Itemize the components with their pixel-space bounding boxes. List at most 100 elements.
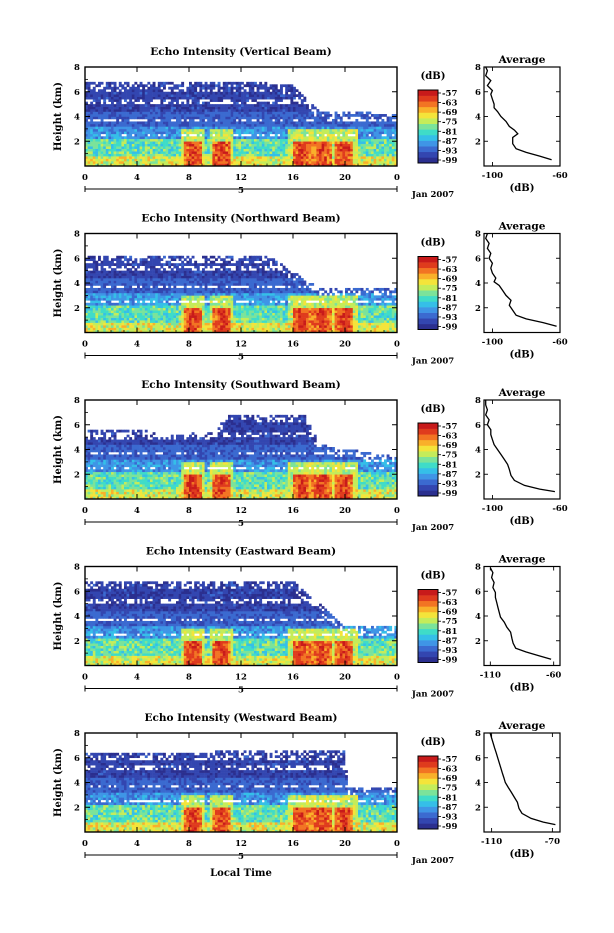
profile-y-tick-label: 4	[475, 779, 481, 789]
colorbar-tick-label: -81	[442, 127, 457, 137]
x-tick-label: 4	[134, 173, 140, 183]
date-label: Jan 2007	[411, 523, 454, 533]
profile-x-tick-label: -60	[552, 171, 567, 181]
colorbar-swatch	[418, 812, 438, 818]
x-tick-label: 16	[287, 506, 299, 516]
colorbar-swatch	[418, 135, 438, 141]
profile-title: Average	[498, 54, 546, 66]
colorbar-swatch	[418, 152, 438, 158]
x-tick-label: 8	[186, 839, 192, 849]
colorbar-tick-label: -81	[442, 627, 457, 637]
x-tick-label: 0	[394, 839, 400, 849]
x-tick-label: 12	[235, 673, 247, 683]
x-tick-label: 12	[235, 173, 247, 183]
colorbar-swatch	[418, 429, 438, 435]
x-tick-label: 8	[186, 173, 192, 183]
y-tick-label: 8	[74, 729, 80, 739]
colorbar-swatch	[418, 807, 438, 813]
profile-y-tick-label: 2	[475, 470, 481, 480]
profile-y-tick-label: 6	[475, 587, 481, 597]
colorbar-swatch	[418, 629, 438, 635]
profile-x-tick-label: -70	[545, 837, 560, 847]
y-tick-label: 2	[74, 803, 80, 813]
colorbar-swatch	[418, 296, 438, 302]
x-tick-label: 0	[394, 173, 400, 183]
colorbar-tick-label: -81	[442, 460, 457, 470]
profile-x-tick-label: -60	[552, 504, 567, 514]
colorbar-tick-label: -63	[442, 99, 457, 109]
y-axis-label: Height (km)	[53, 415, 64, 484]
colorbar-tick-label: -87	[442, 636, 457, 646]
y-tick-label: 6	[74, 254, 80, 264]
colorbar-tick-label: -69	[442, 275, 457, 285]
colorbar-swatch	[418, 107, 438, 113]
colorbar-tick-label: -87	[442, 803, 457, 813]
x-tick-label: 16	[287, 340, 299, 350]
heatmap-cells	[85, 256, 397, 333]
colorbar-swatch	[418, 795, 438, 801]
profile-title: Average	[498, 720, 546, 732]
profile-title: Average	[498, 554, 546, 566]
colorbar-swatch	[418, 767, 438, 773]
date-label: Jan 2007	[411, 190, 454, 200]
profile-y-tick-label: 2	[475, 304, 481, 314]
colorbar-swatch	[418, 606, 438, 612]
y-tick-label: 8	[74, 63, 80, 73]
y-tick-label: 2	[74, 137, 80, 147]
profile-line	[486, 234, 557, 327]
x-tick-label: 0	[394, 673, 400, 683]
colorbar-swatch	[418, 129, 438, 135]
profile-line	[490, 568, 551, 660]
colorbar-swatch	[418, 434, 438, 440]
colorbar-swatch	[418, 462, 438, 468]
colorbar-tick-label: -63	[442, 598, 457, 608]
colorbar-swatch	[418, 279, 438, 285]
colorbar-swatch	[418, 474, 438, 480]
colorbar-swatch	[418, 324, 438, 330]
x-tick-label: 12	[235, 839, 247, 849]
y-axis-label: Height (km)	[53, 249, 64, 318]
profile-y-tick-label: 4	[475, 113, 481, 123]
colorbar-swatch	[418, 290, 438, 296]
profile-y-tick-label: 6	[475, 421, 481, 431]
colorbar-tick-label: -87	[442, 303, 457, 313]
colorbar-swatch	[418, 112, 438, 118]
colorbar	[418, 257, 438, 330]
day-label: 5	[238, 519, 244, 529]
colorbar-swatch	[418, 778, 438, 784]
profile-y-tick-label: 6	[475, 754, 481, 764]
profile-x-label: (dB)	[510, 516, 535, 527]
colorbar-tick-label: -57	[442, 589, 457, 599]
date-label: Jan 2007	[411, 856, 454, 866]
y-tick-label: 6	[74, 587, 80, 597]
profile-y-tick-label: 8	[475, 230, 481, 240]
colorbar-swatch	[418, 101, 438, 107]
profile-title: Average	[498, 221, 546, 233]
colorbar-swatch	[418, 773, 438, 779]
profile-line	[490, 733, 555, 825]
colorbar-swatch	[418, 784, 438, 790]
profile-line	[486, 67, 552, 160]
profile-y-tick-label: 4	[475, 612, 481, 622]
heatmap-cells	[85, 581, 397, 665]
x-tick-label: 4	[134, 506, 140, 516]
y-tick-label: 4	[74, 612, 80, 622]
colorbar-swatch	[418, 318, 438, 324]
colorbar-tick-label: -87	[442, 470, 457, 480]
colorbar-swatch	[418, 801, 438, 807]
colorbar-swatch	[418, 440, 438, 446]
profile-y-tick-label: 8	[475, 396, 481, 406]
colorbar	[418, 423, 438, 496]
x-tick-label: 0	[82, 839, 88, 849]
colorbar-swatch	[418, 457, 438, 463]
y-tick-label: 4	[74, 779, 80, 789]
x-tick-label: 16	[287, 839, 299, 849]
profile-y-tick-label: 4	[475, 446, 481, 456]
profile-y-tick-label: 8	[475, 63, 481, 73]
heatmap-cells	[85, 750, 397, 832]
x-tick-label: 4	[134, 340, 140, 350]
colorbar-tick-label: -93	[442, 479, 457, 489]
date-label: Jan 2007	[411, 357, 454, 367]
